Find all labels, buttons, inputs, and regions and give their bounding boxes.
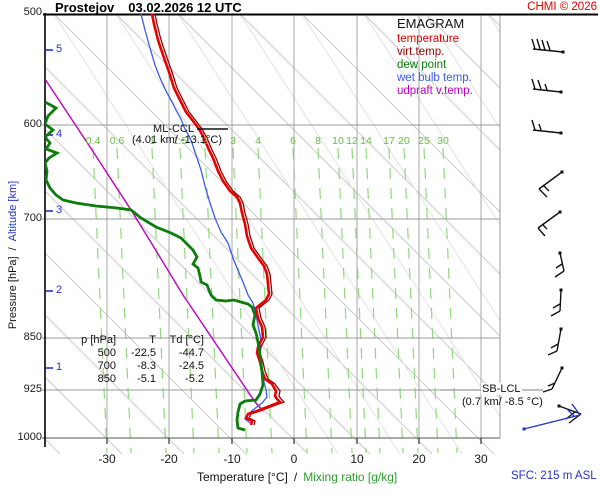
mixing-ratio-lines	[92, 147, 458, 454]
table-header-td: Td [°C]	[169, 334, 204, 346]
legend-title: EMAGRAM	[397, 16, 465, 31]
station-name: Prostejov	[55, 0, 115, 15]
temp-tick-20: 20	[412, 452, 426, 466]
mixratio-tick: 1	[149, 135, 155, 147]
axis-separator: /	[293, 470, 298, 484]
altitude-tick-1: 1	[56, 361, 63, 373]
altitude-tick-4: 4	[56, 128, 63, 140]
mixratio-tick: 20	[398, 135, 410, 147]
mixratio-tick: 17	[383, 135, 395, 147]
table-cell: 850	[97, 373, 116, 385]
y-axis-title: Pressure [hPa] / Altitude [km]	[7, 181, 19, 329]
wind-barb	[550, 288, 563, 317]
altitude-axis-label: Altitude [km]	[7, 180, 19, 242]
wind-barb	[537, 210, 562, 237]
sb-lcl-label: SB-LCL	[481, 383, 522, 395]
mixratio-tick: 6	[290, 135, 296, 147]
copyright-text: CHMI © 2026	[527, 1, 597, 13]
mixratio-tick: 14	[360, 135, 372, 147]
table-cell: -22.5	[130, 347, 156, 359]
legend-item-virt-temp: virt.temp.	[397, 46, 445, 58]
dew-point-curve	[45, 100, 265, 432]
legend-item-temperature: temperature	[397, 33, 460, 45]
pressure-tick-500: 500	[23, 6, 42, 18]
pressure-tick-700: 700	[23, 212, 42, 224]
mixratio-tick: 1.5	[172, 135, 188, 147]
legend: EMAGRAM temperature virt.temp. dew point…	[397, 17, 473, 98]
temp-tick--20: -20	[160, 452, 178, 466]
temperature-tick-marks	[106, 438, 482, 444]
table-cell: -44.7	[178, 347, 204, 359]
wind-barb	[554, 251, 565, 278]
ml-ccl-value: (4.01 km/ -13.1°C)	[132, 134, 222, 146]
legend-item-updraft: udpraft v.temp.	[397, 85, 473, 97]
dry-adiabat-lines	[45, 14, 500, 454]
table-cell: 500	[97, 347, 116, 359]
mixratio-tick: 0.6	[109, 135, 125, 147]
wind-barb	[542, 366, 564, 393]
axis-frame	[43, 13, 598, 447]
mixratio-tick: 4	[255, 135, 261, 147]
moist-adiabat-lines	[53, 14, 500, 454]
mixing-ratio-axis-label: Mixing ratio [g/kg]	[303, 470, 398, 484]
table-cell: 700	[97, 360, 116, 372]
wind-barb	[538, 170, 564, 198]
page-title: Prostejov 03.02.2026 12 UTC	[55, 0, 242, 15]
pressure-tick-1000: 1000	[17, 431, 42, 443]
wind-barb	[531, 38, 565, 54]
wind-barb	[531, 119, 563, 135]
table-header-t: T	[149, 334, 156, 346]
temperature-axis-label: Temperature [°C]	[197, 470, 288, 484]
mixratio-tick: 8	[315, 135, 321, 147]
mixratio-tick: 30	[437, 135, 449, 147]
table-cell: -8.3	[137, 360, 156, 372]
mixratio-tick: 25	[418, 135, 430, 147]
ml-ccl-label: ML-CCL	[153, 123, 194, 135]
wet-bulb-curve	[140, 14, 268, 424]
temp-tick--10: -10	[223, 452, 241, 466]
mixratio-tick: 0.4	[85, 135, 101, 147]
sb-lcl-value: (0.7 km/ -8.5 °C)	[462, 396, 543, 408]
legend-item-wet-bulb: wet bulb temp.	[397, 72, 472, 84]
temp-tick--30: -30	[98, 452, 116, 466]
virtual-temperature-curve	[154, 14, 286, 426]
x-axis-title: Temperature [°C] / Mixing ratio [g/kg]	[197, 470, 397, 484]
temp-tick-30: 30	[474, 452, 488, 466]
mixratio-tick: 3	[230, 135, 236, 147]
grid-lines	[42, 14, 501, 439]
altitude-tick-3: 3	[56, 204, 63, 216]
updraft-vtemp-curve	[45, 78, 264, 412]
table-cell: -5.2	[185, 373, 204, 385]
wind-barb	[531, 78, 563, 94]
altitude-tick-marks	[46, 49, 53, 369]
axis-separator: /	[7, 247, 19, 251]
legend-item-dew-point: dew point	[397, 59, 447, 71]
altitude-tick-2: 2	[56, 284, 63, 296]
wind-barb-column	[522, 38, 582, 431]
mixratio-tick: 12	[346, 135, 358, 147]
mixratio-tick: 10	[332, 135, 344, 147]
wind-barb	[547, 327, 563, 356]
sounding-table: p [hPa] T Td [°C] 500 -22.5 -44.7 700 -8…	[74, 334, 204, 386]
temp-tick-10: 10	[350, 452, 364, 466]
table-cell: -24.5	[178, 360, 204, 372]
temperature-curve	[150, 14, 283, 426]
table-header-p: p [hPa]	[81, 334, 116, 346]
pressure-axis-label: Pressure [hPa]	[7, 256, 19, 330]
pressure-tick-850: 850	[23, 331, 42, 343]
altitude-tick-5: 5	[56, 43, 63, 55]
temp-tick-0: 0	[290, 452, 298, 466]
sounding-datetime: 03.02.2026 12 UTC	[128, 0, 242, 15]
surface-elevation-text: SFC: 215 m ASL	[511, 470, 597, 482]
mixratio-tick: 2	[202, 135, 208, 147]
wind-barb-surface	[522, 403, 581, 431]
table-cell: -5.1	[137, 373, 156, 385]
pressure-tick-925: 925	[23, 383, 42, 395]
pressure-tick-600: 600	[23, 118, 42, 130]
